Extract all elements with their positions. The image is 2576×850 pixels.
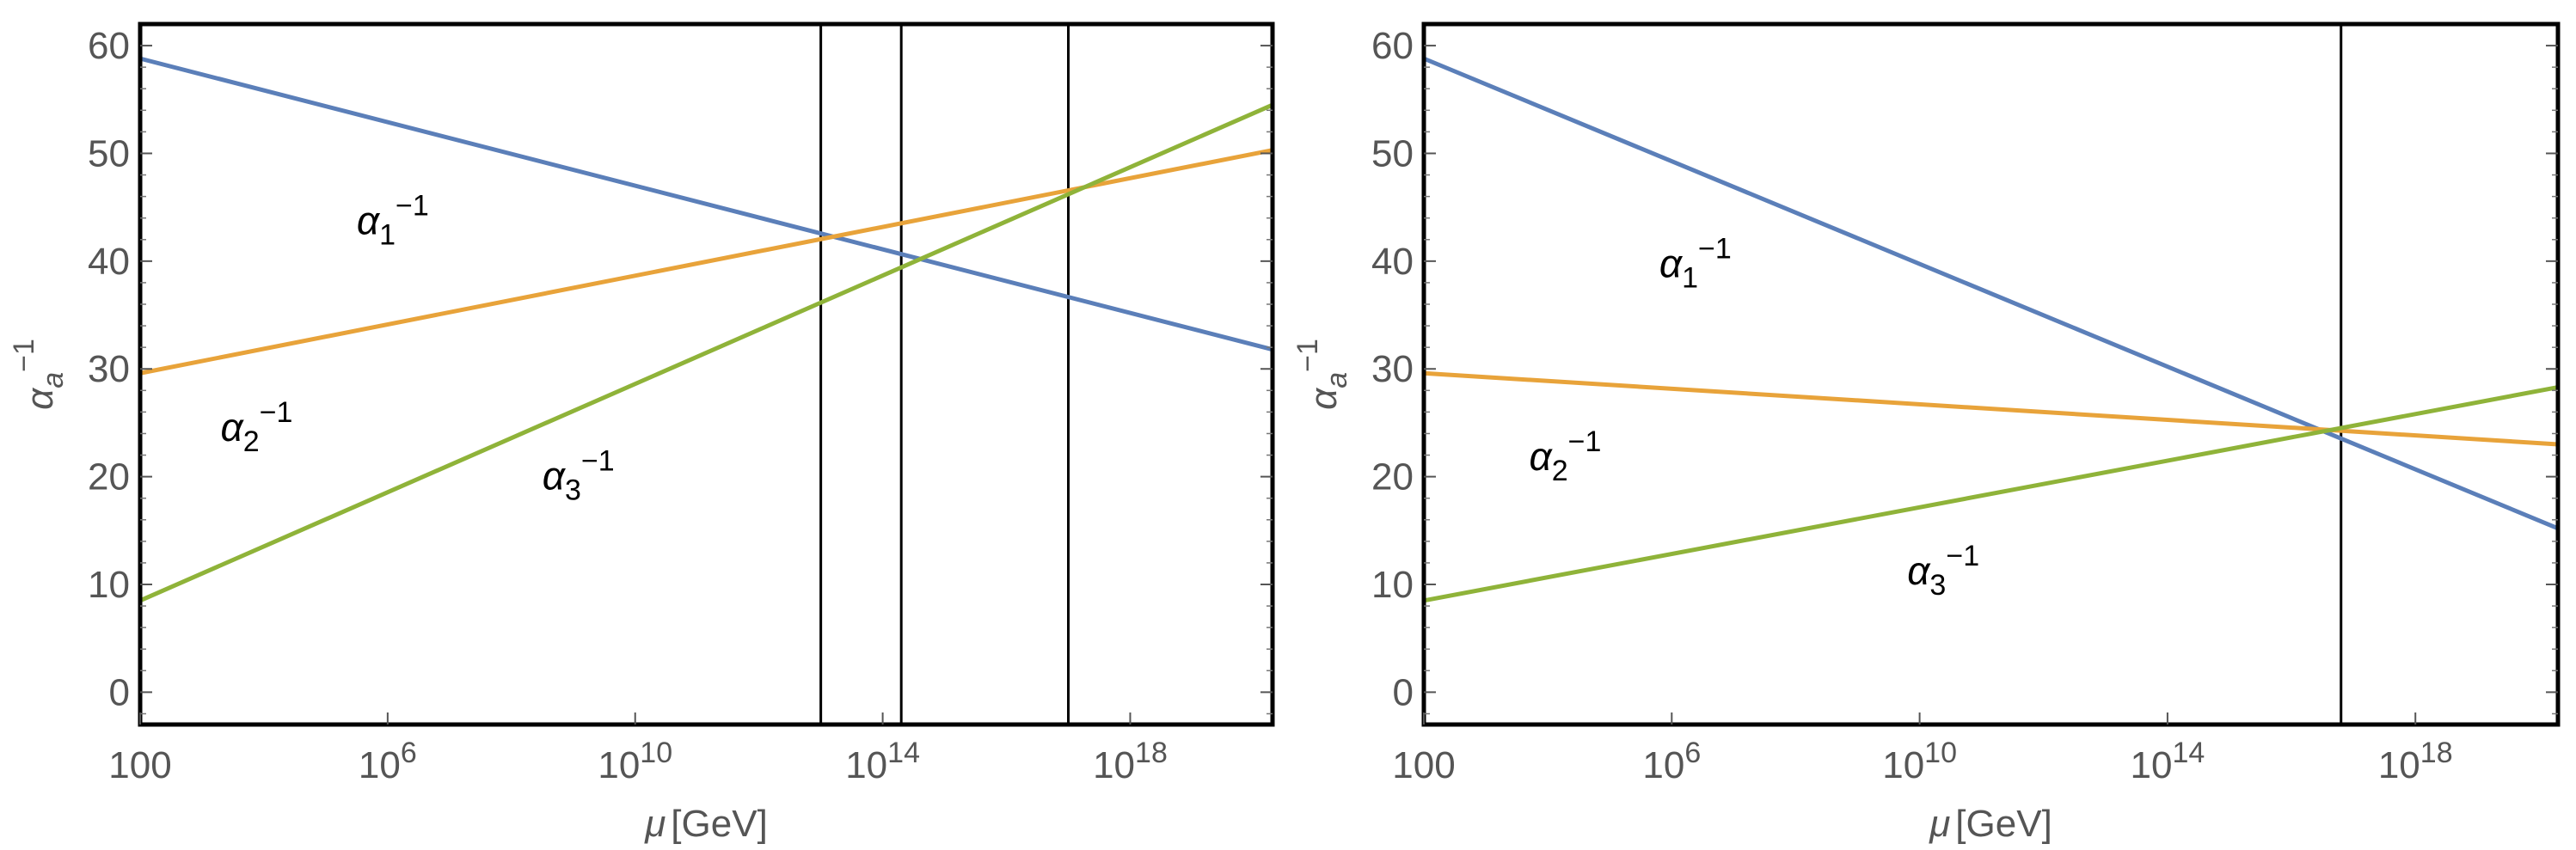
y-axis-label: αa−1 bbox=[8, 339, 70, 410]
y-tick-label: 10 bbox=[1371, 564, 1414, 606]
y-tick-label: 40 bbox=[88, 241, 130, 283]
left-chart-panel: 0 10 20 30 40 50 60 100 106 1010 1014 1018 μ [GeV] αa−… bbox=[8, 21, 1275, 845]
series-line-a1 bbox=[1423, 56, 2559, 531]
x-tick-label: 100 bbox=[1392, 744, 1455, 786]
series-line-a2 bbox=[139, 148, 1273, 376]
label-alpha-2-inverse: α2−1 bbox=[221, 396, 293, 458]
x-axis-label: μ [GeV] bbox=[644, 803, 768, 845]
y-tick-label: 50 bbox=[88, 132, 130, 174]
x-tick-label: 1018 bbox=[1093, 737, 1168, 786]
x-tick-label: 1010 bbox=[1882, 737, 1957, 786]
right-chart-panel: 0 10 20 30 40 50 60 100 106 1010 1014 1018 μ [GeV] αa−… bbox=[1291, 21, 2561, 845]
label-alpha-2-inverse: α2−1 bbox=[1530, 425, 1602, 487]
series-line-a1 bbox=[139, 56, 1273, 352]
x-axis-label: μ [GeV] bbox=[1929, 803, 2052, 845]
x-tick-label: 1018 bbox=[2378, 737, 2453, 786]
label-alpha-1-inverse: α1−1 bbox=[357, 190, 429, 252]
label-alpha-3-inverse: α3−1 bbox=[543, 445, 615, 507]
label-alpha-3-inverse: α3−1 bbox=[1907, 540, 1979, 602]
x-tick-label: 106 bbox=[1642, 737, 1701, 786]
y-tick-label: 50 bbox=[1371, 132, 1414, 174]
plot-frame bbox=[1421, 21, 2561, 727]
x-tick-label: 1010 bbox=[598, 737, 672, 786]
y-tick-label: 0 bbox=[109, 671, 130, 713]
y-tick-label: 0 bbox=[1393, 671, 1414, 713]
x-tick-label: 1014 bbox=[845, 737, 920, 786]
y-tick-label: 10 bbox=[88, 564, 130, 606]
label-alpha-1-inverse: α1−1 bbox=[1659, 233, 1732, 295]
x-tick-label: 100 bbox=[108, 744, 171, 786]
series-line-a3 bbox=[1423, 385, 2559, 603]
y-tick-label: 60 bbox=[88, 25, 130, 67]
y-tick-label: 30 bbox=[1371, 348, 1414, 390]
y-tick-label: 20 bbox=[1371, 456, 1414, 498]
y-tick-label: 40 bbox=[1371, 241, 1414, 283]
y-axis-label: αa−1 bbox=[1291, 339, 1353, 410]
x-tick-label: 1014 bbox=[2131, 737, 2205, 786]
plot-frame bbox=[138, 21, 1275, 727]
y-tick-label: 60 bbox=[1371, 25, 1414, 67]
series-line-a2 bbox=[1423, 370, 2559, 447]
series-line-a3 bbox=[138, 102, 1274, 603]
x-tick-label: 106 bbox=[359, 737, 417, 786]
y-tick-label: 20 bbox=[88, 456, 130, 498]
y-tick-label: 30 bbox=[88, 348, 130, 390]
